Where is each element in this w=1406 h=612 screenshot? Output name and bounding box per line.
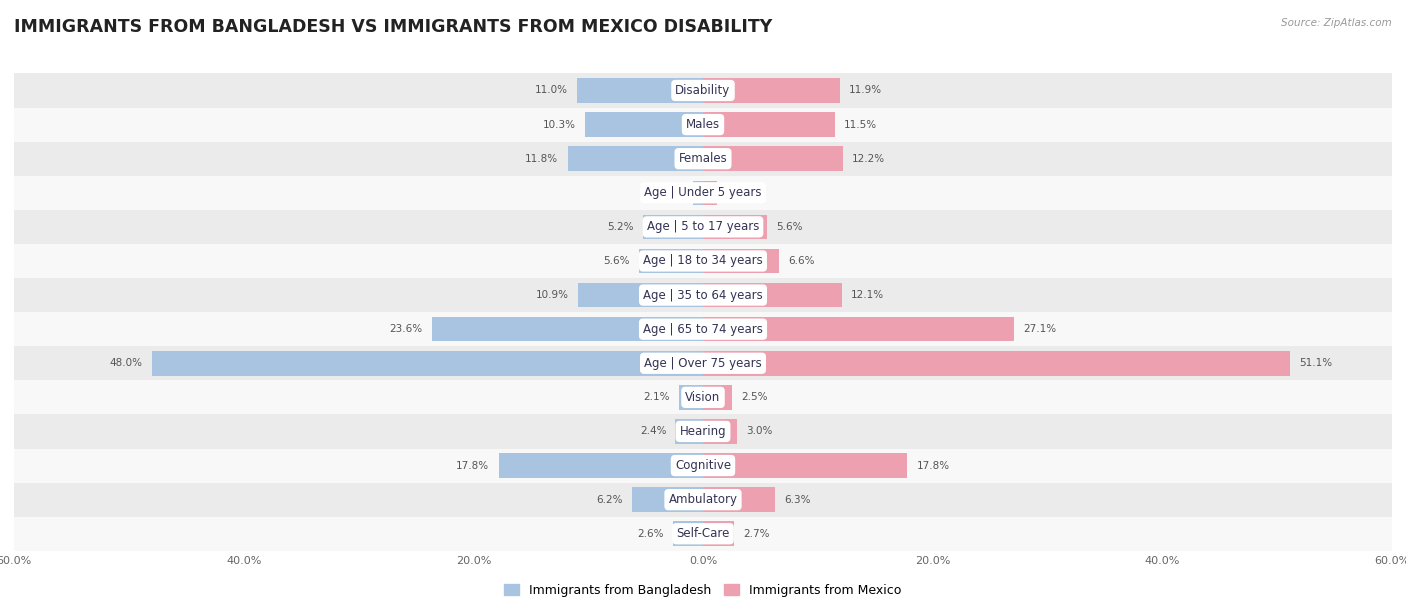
Text: 2.1%: 2.1% (643, 392, 669, 402)
Bar (703, 385, 731, 409)
Text: 2.5%: 2.5% (741, 392, 768, 402)
Text: Self-Care: Self-Care (676, 528, 730, 540)
Bar (703, 283, 842, 307)
Text: 10.9%: 10.9% (536, 290, 568, 300)
Bar (14, 73, 1392, 108)
Text: Source: ZipAtlas.com: Source: ZipAtlas.com (1281, 18, 1392, 28)
Bar (585, 113, 703, 137)
Text: 48.0%: 48.0% (110, 358, 142, 368)
Bar (14, 244, 1392, 278)
Text: Vision: Vision (685, 391, 721, 404)
Text: 2.6%: 2.6% (637, 529, 664, 539)
Bar (703, 248, 779, 273)
Text: Cognitive: Cognitive (675, 459, 731, 472)
Bar (14, 108, 1392, 141)
Bar (631, 487, 703, 512)
Text: 17.8%: 17.8% (917, 461, 949, 471)
Text: 11.8%: 11.8% (526, 154, 558, 163)
Bar (703, 181, 717, 205)
Text: 1.2%: 1.2% (725, 188, 752, 198)
Text: Females: Females (679, 152, 727, 165)
Bar (14, 210, 1392, 244)
Text: 6.3%: 6.3% (785, 494, 811, 505)
Bar (703, 351, 1289, 376)
Text: 3.0%: 3.0% (747, 427, 773, 436)
Bar (152, 351, 703, 376)
Text: Ambulatory: Ambulatory (668, 493, 738, 506)
Bar (703, 78, 839, 103)
Bar (14, 176, 1392, 210)
Bar (703, 521, 734, 546)
Text: 23.6%: 23.6% (389, 324, 423, 334)
Text: Age | 5 to 17 years: Age | 5 to 17 years (647, 220, 759, 233)
Text: 5.2%: 5.2% (607, 222, 634, 232)
Text: 51.1%: 51.1% (1299, 358, 1331, 368)
Text: 27.1%: 27.1% (1024, 324, 1056, 334)
Bar (703, 453, 907, 478)
Text: Age | Over 75 years: Age | Over 75 years (644, 357, 762, 370)
Bar (14, 346, 1392, 380)
Bar (703, 317, 1014, 341)
Text: 12.1%: 12.1% (851, 290, 884, 300)
Bar (703, 487, 775, 512)
Text: 2.7%: 2.7% (744, 529, 769, 539)
Bar (703, 215, 768, 239)
Bar (578, 283, 703, 307)
Text: 11.0%: 11.0% (534, 86, 568, 95)
Bar (14, 278, 1392, 312)
Text: 11.9%: 11.9% (849, 86, 882, 95)
Bar (499, 453, 703, 478)
Text: 11.5%: 11.5% (844, 119, 877, 130)
Text: Disability: Disability (675, 84, 731, 97)
Text: 6.2%: 6.2% (596, 494, 623, 505)
Text: 10.3%: 10.3% (543, 119, 575, 130)
Bar (14, 517, 1392, 551)
Bar (638, 248, 703, 273)
Bar (14, 312, 1392, 346)
Bar (14, 449, 1392, 483)
Text: Age | Under 5 years: Age | Under 5 years (644, 186, 762, 200)
Bar (703, 113, 835, 137)
Text: Age | 65 to 74 years: Age | 65 to 74 years (643, 323, 763, 335)
Bar (14, 141, 1392, 176)
Text: 12.2%: 12.2% (852, 154, 886, 163)
Text: Age | 35 to 64 years: Age | 35 to 64 years (643, 289, 763, 302)
Bar (14, 380, 1392, 414)
Bar (576, 78, 703, 103)
Bar (644, 215, 703, 239)
Text: 2.4%: 2.4% (640, 427, 666, 436)
Bar (679, 385, 703, 409)
Legend: Immigrants from Bangladesh, Immigrants from Mexico: Immigrants from Bangladesh, Immigrants f… (499, 579, 907, 602)
Bar (432, 317, 703, 341)
Text: Hearing: Hearing (679, 425, 727, 438)
Text: 5.6%: 5.6% (603, 256, 630, 266)
Bar (673, 521, 703, 546)
Text: Males: Males (686, 118, 720, 131)
Bar (703, 146, 844, 171)
Text: 0.85%: 0.85% (651, 188, 685, 198)
Bar (693, 181, 703, 205)
Bar (14, 414, 1392, 449)
Text: 5.6%: 5.6% (776, 222, 803, 232)
Bar (675, 419, 703, 444)
Bar (703, 419, 738, 444)
Bar (14, 483, 1392, 517)
Text: 6.6%: 6.6% (787, 256, 814, 266)
Text: Age | 18 to 34 years: Age | 18 to 34 years (643, 255, 763, 267)
Text: 17.8%: 17.8% (457, 461, 489, 471)
Bar (568, 146, 703, 171)
Text: IMMIGRANTS FROM BANGLADESH VS IMMIGRANTS FROM MEXICO DISABILITY: IMMIGRANTS FROM BANGLADESH VS IMMIGRANTS… (14, 18, 772, 36)
